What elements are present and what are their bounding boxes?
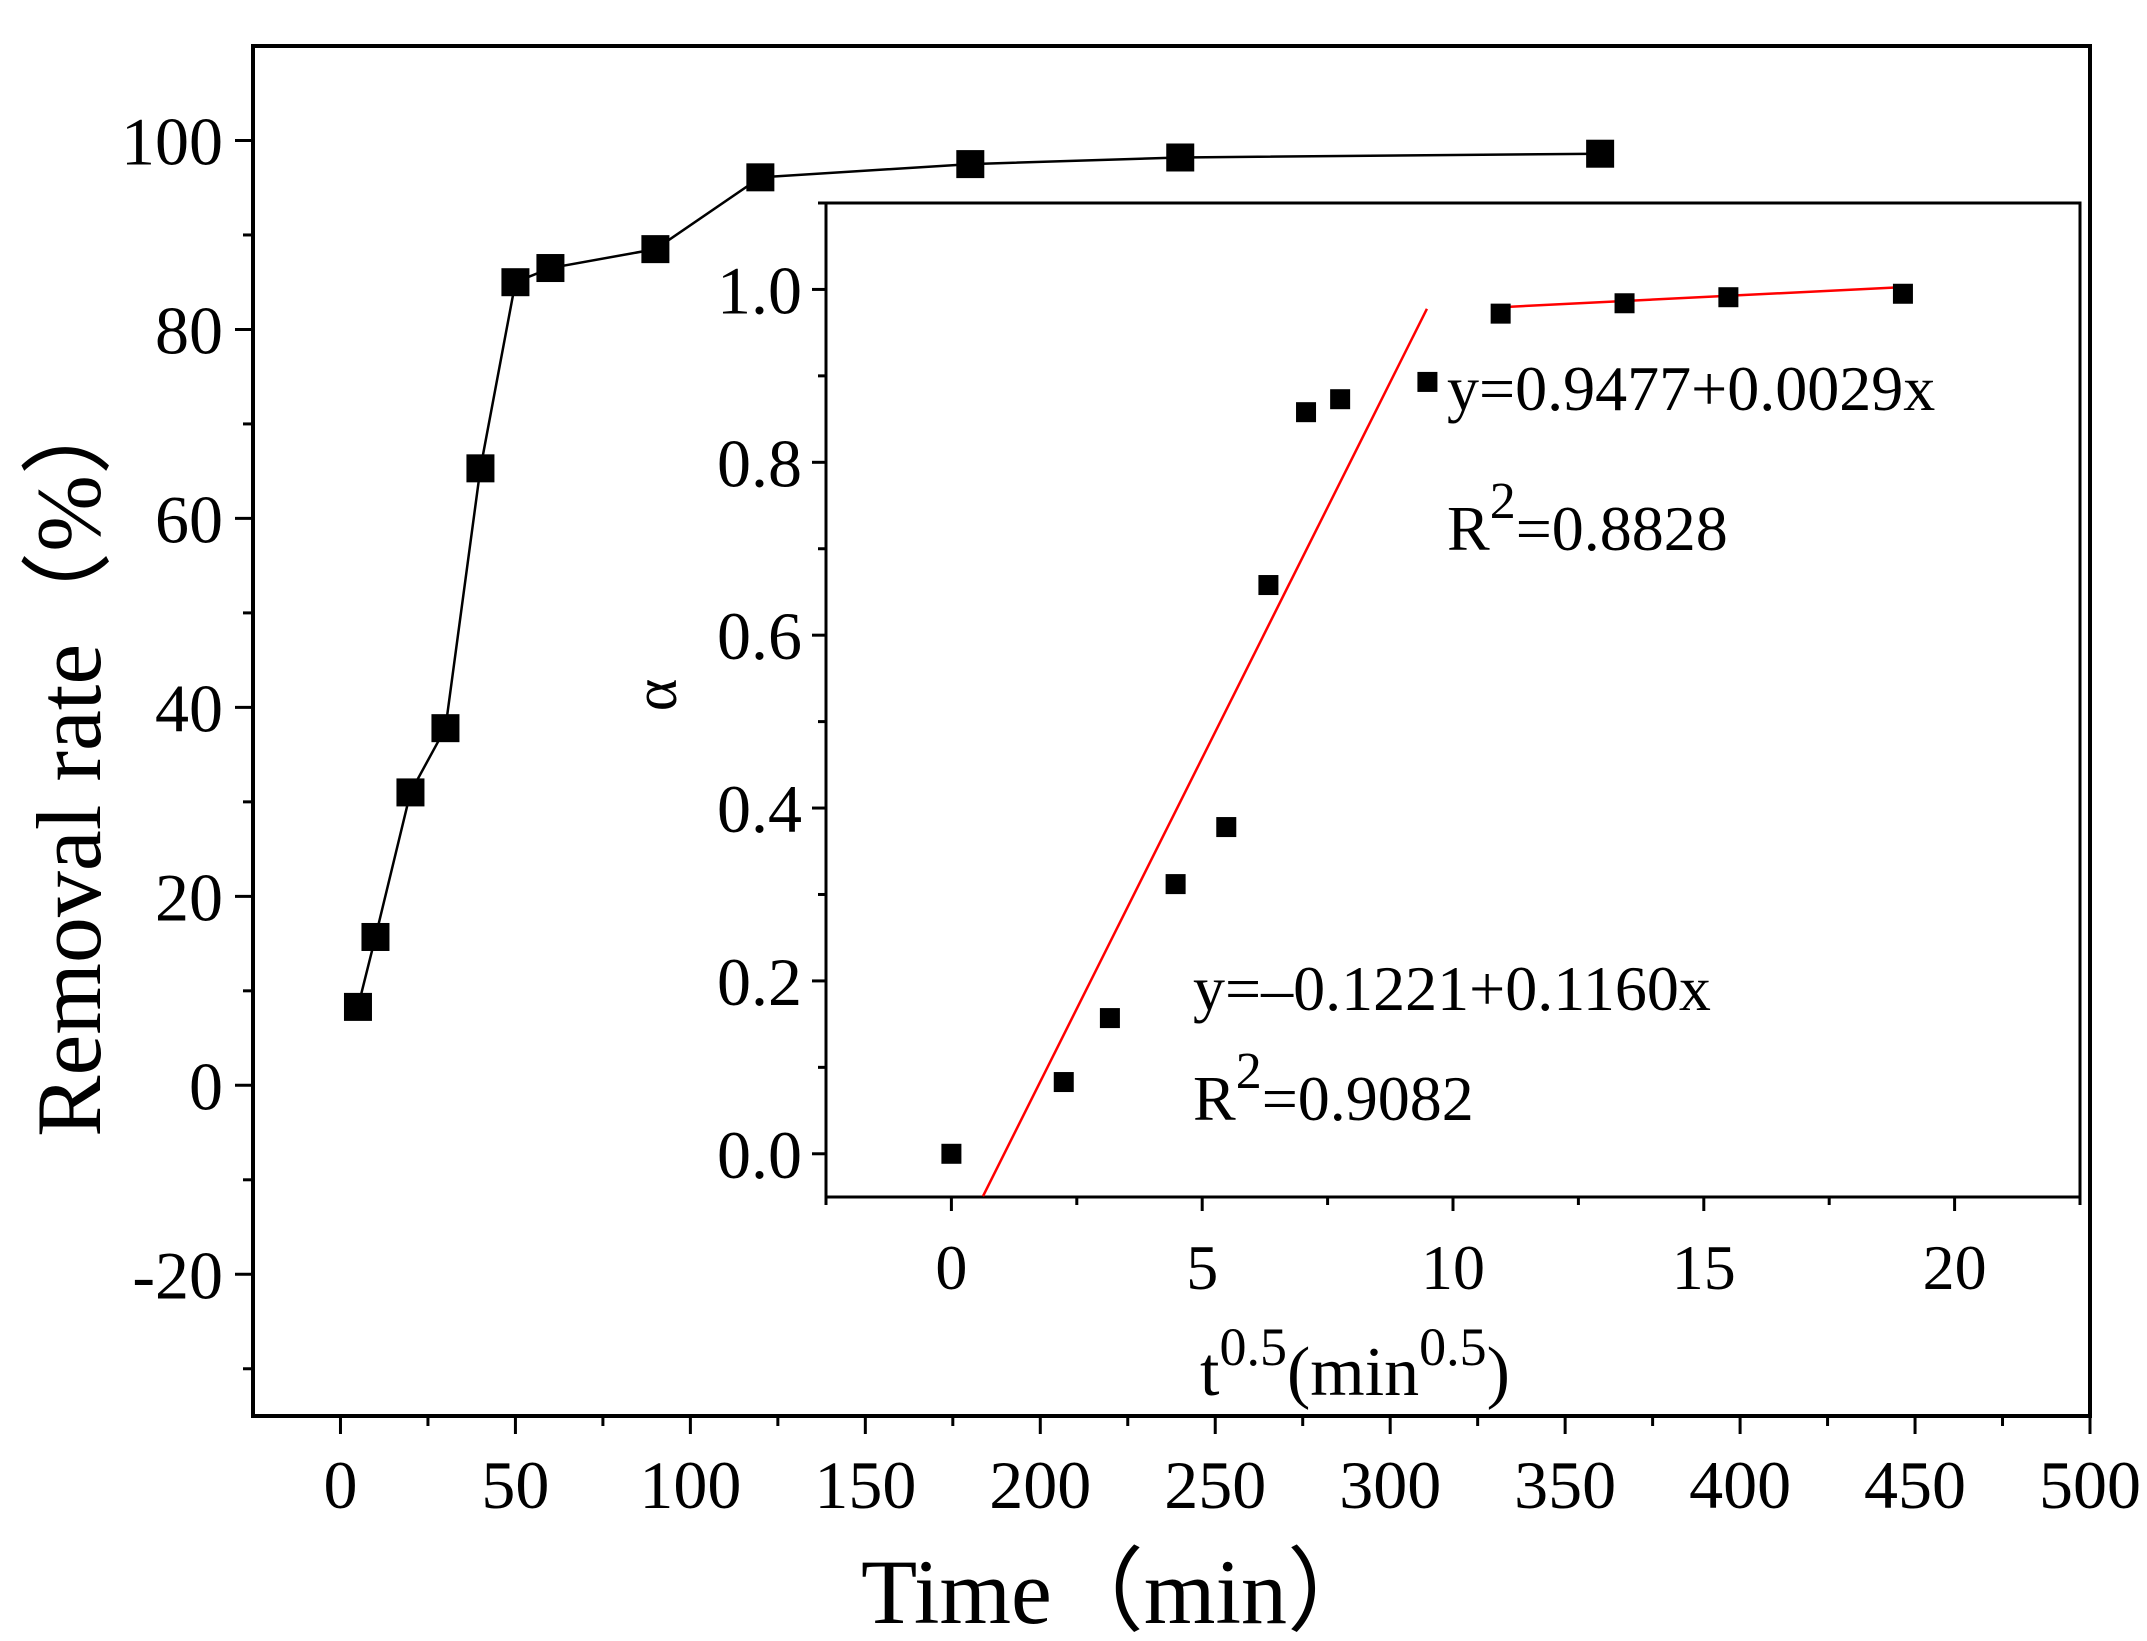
main-x-tick-label: 300 [1339, 1447, 1441, 1523]
inset-data-point [1417, 371, 1438, 392]
main-y-tick-label: -20 [132, 1237, 223, 1313]
main-x-ticks: 0 50 100 150 200 250 300 350 400 450 500 [323, 1416, 2141, 1523]
inset-x-tick-label: 15 [1672, 1232, 1736, 1303]
main-x-tick-label: 400 [1689, 1447, 1791, 1523]
main-plot-frame [251, 44, 2092, 1418]
inset-fit-line-1 [981, 308, 1429, 1197]
main-x-tick-label: 250 [1164, 1447, 1266, 1523]
inset-y-tick-label: 0.4 [717, 771, 802, 847]
main-data-point [396, 778, 425, 807]
main-data-point [361, 922, 390, 951]
main-plot: 0 50 100 150 200 250 300 350 400 450 500 -20020406… [18, 44, 2141, 1641]
inset-data-point [1258, 575, 1279, 596]
inset-plot: 0 5 10 15 20 0.00.20.40.60.81.0 t0.5(min0.5)… [622, 201, 2082, 1411]
inset-x-label-sup: 0.5 [1219, 1317, 1287, 1377]
main-x-tick-label: 100 [639, 1447, 741, 1523]
main-y-tick-label: 60 [155, 481, 223, 557]
main-x-tick-label: 50 [481, 1447, 549, 1523]
inset-data-point [1490, 303, 1511, 324]
inset-data-point [1718, 287, 1739, 308]
inset-y-tick-label: 1.0 [717, 252, 802, 328]
inset-y-ticks: 0.0 0.2 0.4 0.6 0.8 1.0 [717, 201, 826, 1193]
inset-plot-frame [824, 201, 2082, 1199]
inset-x-label-unit: (min [1287, 1334, 1419, 1411]
inset-y-tick-label: 0.8 [717, 425, 802, 501]
main-data-point [431, 714, 460, 743]
main-y-tick-label: 20 [155, 859, 223, 935]
inset-x-tick-label: 10 [1421, 1232, 1485, 1303]
main-y-tick-label: 40 [155, 670, 223, 746]
inset-fit-line-2 [1500, 285, 1903, 309]
inset-x-label-unit-sup: 0.5 [1419, 1317, 1487, 1377]
inset-x-label-close: ) [1487, 1334, 1510, 1411]
main-x-tick-label: 200 [989, 1447, 1091, 1523]
inset-x-tick-label: 0 [935, 1232, 967, 1303]
inset-y-tick-label: 0.6 [717, 598, 802, 674]
inset-data-point [941, 1143, 962, 1164]
main-data-point [1586, 139, 1615, 168]
fit-1-r-squared: R2=0.9082 [1193, 1043, 1474, 1134]
inset-x-tick-label: 20 [1923, 1232, 1987, 1303]
main-data-point [746, 163, 775, 192]
inset-data-point [1892, 283, 1913, 304]
inset-x-axis-label: t0.5(min0.5) [1200, 1317, 1510, 1411]
inset-data-point [1296, 402, 1317, 423]
main-data-point [956, 150, 985, 179]
main-y-tick-label: 80 [155, 292, 223, 368]
inset-series [941, 283, 1913, 1164]
inset-fit-lines [981, 285, 1903, 1197]
inset-y-tick-label: 0.0 [717, 1117, 802, 1193]
inset-y-tick-label: 0.2 [717, 944, 802, 1020]
main-data-point [466, 454, 495, 483]
main-x-tick-label: 0 [323, 1447, 357, 1523]
fit-2-equation: y=0.9477+0.0029x [1447, 353, 1935, 424]
main-data-point [536, 254, 565, 283]
fit-1-equation: y=–0.1221+0.1160x [1193, 953, 1711, 1024]
main-data-point [343, 992, 372, 1021]
main-x-tick-label: 350 [1514, 1447, 1616, 1523]
main-x-tick-label: 150 [814, 1447, 916, 1523]
inset-data-point [1053, 1072, 1074, 1093]
main-x-axis-label: Time（min） [861, 1541, 1379, 1641]
main-y-tick-label: 0 [189, 1048, 223, 1124]
inset-data-point [1216, 817, 1237, 838]
main-x-tick-label: 500 [2039, 1447, 2141, 1523]
inset-y-axis-label: α [622, 679, 690, 711]
main-data-point [1166, 143, 1195, 172]
inset-x-tick-label: 5 [1186, 1232, 1218, 1303]
main-series-line [356, 152, 1601, 1008]
main-y-tick-label: 100 [121, 103, 223, 179]
inset-data-point [1330, 389, 1351, 410]
inset-x-label-base: t [1200, 1334, 1220, 1411]
main-y-axis-label: Removal rate（%） [18, 383, 120, 1137]
main-series [343, 139, 1615, 1021]
inset-data-point [1165, 874, 1186, 895]
inset-data-point [1614, 293, 1635, 314]
fit-2-r-squared: R2=0.8828 [1447, 473, 1728, 564]
main-data-point [501, 268, 530, 297]
main-x-tick-label: 450 [1864, 1447, 1966, 1523]
main-y-ticks: -20 0 20 40 60 80 100 [121, 103, 253, 1371]
main-data-point [641, 235, 670, 264]
inset-x-ticks: 0 5 10 15 20 [824, 1197, 2082, 1303]
inset-data-point [1099, 1008, 1120, 1029]
